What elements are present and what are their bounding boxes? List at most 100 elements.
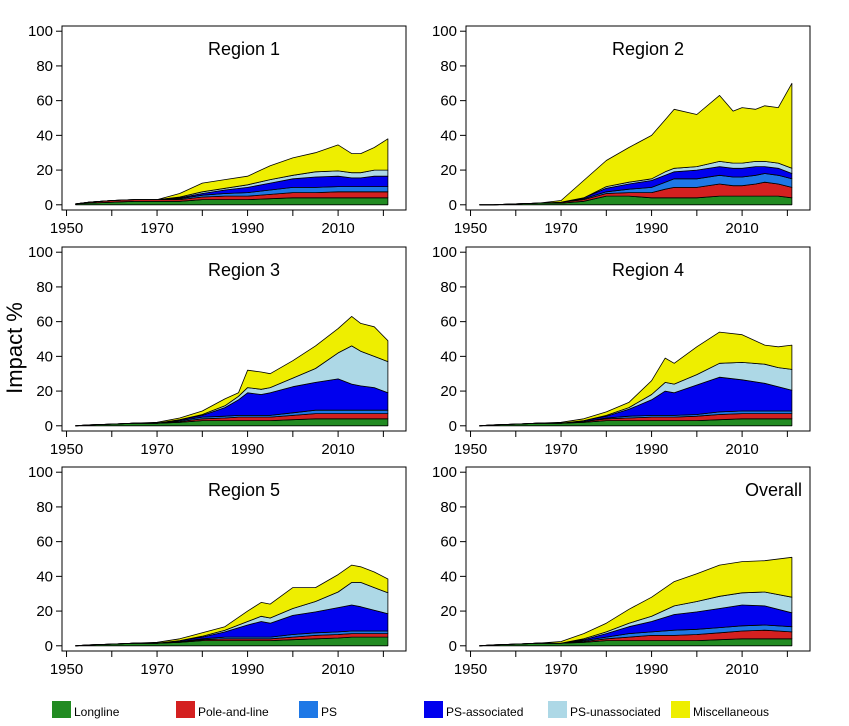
panels: 0 20 40 60 80 100 1950 1970 1990 2010 Region 1 0 20 4… [28, 23, 811, 678]
plot-frame [61, 466, 407, 652]
x-tick-label: 2010 [725, 220, 758, 237]
x-tick-label: 1950 [50, 220, 83, 237]
y-tick-label: 80 [36, 499, 53, 516]
legend-item-longline: Longline [52, 701, 120, 719]
y-tick-label: 0 [45, 638, 53, 655]
panel-4: 0 20 40 60 80 100 1950 1970 1990 2010 Region 4 [432, 244, 811, 458]
y-tick-label: 40 [36, 127, 53, 144]
plot-frame [465, 466, 811, 652]
y-tick-label: 60 [440, 314, 457, 331]
panel-3: 0 20 40 60 80 100 1950 1970 1990 2010 Region 3 [28, 244, 407, 458]
y-tick-label: 0 [45, 418, 53, 435]
y-tick-label: 100 [432, 244, 457, 261]
legend-label: Pole-and-line [198, 705, 269, 719]
y-tick-label: 0 [449, 418, 457, 435]
y-tick-label: 80 [36, 279, 53, 296]
y-tick-label: 20 [36, 162, 53, 179]
y-tick-label: 40 [36, 348, 53, 365]
y-tick-label: 0 [45, 197, 53, 214]
panel-2: 0 20 40 60 80 100 1950 1970 1990 2010 Region 2 [432, 23, 811, 237]
panel-title: Region 2 [612, 39, 684, 59]
x-tick-label: 1970 [544, 661, 577, 678]
y-tick-label: 80 [440, 279, 457, 296]
x-tick-label: 2010 [321, 661, 354, 678]
y-tick-label: 40 [36, 568, 53, 585]
y-tick-label: 20 [440, 603, 457, 620]
plot-frame [61, 246, 407, 432]
panel-6: 0 20 40 60 80 100 1950 1970 1990 2010 Overall [432, 464, 811, 678]
y-tick-label: 0 [449, 197, 457, 214]
x-tick-label: 1950 [50, 661, 83, 678]
y-tick-label: 40 [440, 348, 457, 365]
x-tick-label: 1970 [544, 441, 577, 458]
x-tick-label: 1990 [635, 220, 668, 237]
plot-frame [465, 25, 811, 211]
legend-swatch [548, 701, 567, 718]
x-tick-label: 2010 [321, 441, 354, 458]
x-tick-label: 1950 [454, 661, 487, 678]
x-tick-label: 1950 [50, 441, 83, 458]
legend-item-miscellaneous: Miscellaneous [671, 701, 769, 719]
x-tick-label: 1970 [140, 661, 173, 678]
y-tick-label: 80 [440, 499, 457, 516]
legend-swatch [52, 701, 71, 718]
area-miscellaneous [479, 331, 793, 427]
y-tick-label: 40 [440, 127, 457, 144]
plot-frame [465, 246, 811, 432]
legend-item-ps: PS [299, 701, 337, 719]
y-tick-label: 20 [36, 603, 53, 620]
y-tick-label: 60 [36, 534, 53, 551]
y-tick-label: 100 [28, 23, 53, 40]
y-tick-label: 20 [440, 162, 457, 179]
panel-title: Region 3 [208, 260, 280, 280]
x-tick-label: 1990 [231, 220, 264, 237]
y-tick-label: 80 [36, 58, 53, 75]
legend-swatch [176, 701, 195, 718]
y-tick-label: 40 [440, 568, 457, 585]
panel-title: Overall [745, 480, 802, 500]
y-tick-label: 100 [432, 464, 457, 481]
area-miscellaneous [479, 82, 793, 206]
legend: Longline Pole-and-line PS PS-associated PS-u… [52, 701, 769, 719]
y-tick-label: 100 [28, 244, 53, 261]
legend-label: PS [321, 705, 337, 719]
y-tick-label: 100 [432, 23, 457, 40]
panel-5: 0 20 40 60 80 100 1950 1970 1990 2010 Region 5 [28, 464, 407, 678]
x-tick-label: 1970 [140, 441, 173, 458]
x-tick-label: 1990 [231, 661, 264, 678]
legend-item-ps-associated: PS-associated [424, 701, 523, 719]
panel-title: Region 4 [612, 260, 684, 280]
area-miscellaneous [479, 556, 793, 647]
y-tick-label: 60 [440, 93, 457, 110]
x-tick-label: 1970 [544, 220, 577, 237]
legend-label: Miscellaneous [693, 705, 769, 719]
y-tick-label: 60 [440, 534, 457, 551]
x-tick-label: 2010 [321, 220, 354, 237]
legend-item-pole-and-line: Pole-and-line [176, 701, 269, 719]
x-tick-label: 1970 [140, 220, 173, 237]
y-tick-label: 100 [28, 464, 53, 481]
area-miscellaneous [75, 564, 389, 647]
y-axis-label: Impact % [2, 302, 27, 394]
legend-item-ps-unassociated: PS-unassociated [548, 701, 661, 719]
y-tick-label: 20 [440, 383, 457, 400]
x-tick-label: 2010 [725, 441, 758, 458]
legend-swatch [671, 701, 690, 718]
x-tick-label: 1950 [454, 220, 487, 237]
panel-title: Region 5 [208, 480, 280, 500]
x-tick-label: 1950 [454, 441, 487, 458]
x-tick-label: 1990 [231, 441, 264, 458]
y-tick-label: 80 [440, 58, 457, 75]
x-tick-label: 1990 [635, 441, 668, 458]
area-miscellaneous [75, 138, 389, 205]
legend-swatch [299, 701, 318, 718]
legend-label: Longline [74, 705, 120, 719]
legend-swatch [424, 701, 443, 718]
legend-label: PS-unassociated [570, 705, 661, 719]
x-tick-label: 1990 [635, 661, 668, 678]
plot-frame [61, 25, 407, 211]
panel-1: 0 20 40 60 80 100 1950 1970 1990 2010 Region 1 [28, 23, 407, 237]
y-tick-label: 60 [36, 314, 53, 331]
y-tick-label: 0 [449, 638, 457, 655]
